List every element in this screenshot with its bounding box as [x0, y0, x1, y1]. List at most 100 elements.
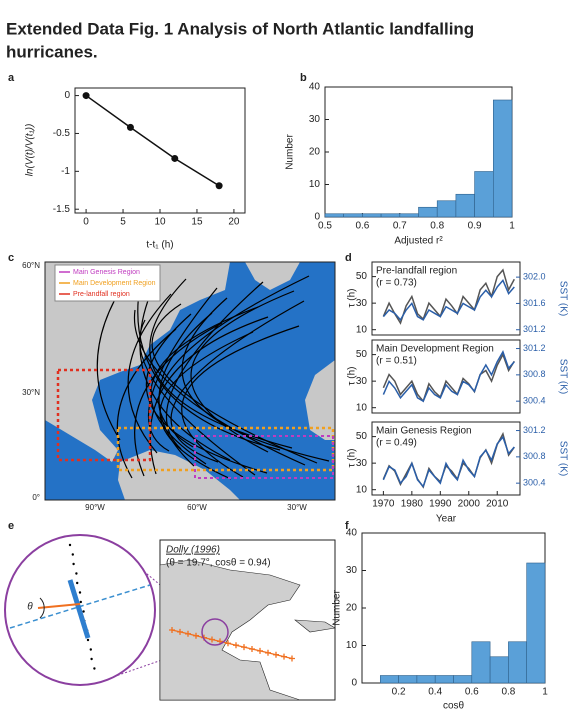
legend-label: Pre-landfall region	[73, 291, 130, 298]
bar	[380, 213, 401, 218]
land	[159, 559, 301, 701]
y-tick-label: 0	[64, 90, 70, 101]
angle-label: θ	[27, 602, 33, 613]
motion-vector	[37, 603, 81, 609]
x-tick-label: 1980	[401, 499, 424, 510]
tracks	[96, 274, 330, 480]
lon-label: 30°W	[287, 503, 307, 512]
panel-letter: c	[8, 252, 14, 264]
y2-tick-label: 301.2	[523, 324, 546, 334]
bar	[399, 213, 419, 218]
bar	[416, 675, 436, 684]
y-tick-label: 0	[314, 212, 320, 223]
y-tick-label: 10	[346, 640, 358, 651]
y-tick-label: 30	[356, 298, 368, 309]
bar	[455, 193, 475, 218]
line	[382, 350, 515, 403]
region-label: Pre-landfall region	[376, 266, 457, 277]
y-tick-label: 40	[346, 528, 358, 539]
bar	[418, 206, 438, 218]
x-tick-label: 2010	[486, 499, 509, 510]
point	[78, 591, 82, 594]
y-tick-label: 20	[346, 603, 358, 614]
point	[68, 543, 72, 547]
x-tick-label: 5	[120, 217, 126, 228]
bar	[453, 675, 473, 684]
point	[90, 657, 93, 661]
plot-frame	[371, 421, 521, 496]
region-label: Main Genesis Region	[376, 426, 472, 437]
bar	[471, 641, 491, 684]
y-tick-label: 10	[309, 179, 321, 190]
y-tick-label: -1.5	[53, 204, 71, 215]
lat-label: 60°N	[22, 261, 40, 270]
track	[137, 284, 281, 451]
point	[75, 572, 78, 575]
point	[126, 123, 134, 131]
x-axis-label: cosθ	[443, 701, 465, 712]
y-axis-label: τ (h)	[347, 289, 358, 308]
lat-label: 0°	[32, 493, 40, 502]
y2-tick-label: 300.8	[523, 451, 546, 461]
x-tick-label: 20	[228, 217, 240, 228]
y-axis-label: τ (h)	[347, 449, 358, 468]
y2-tick-label: 300.4	[523, 478, 546, 488]
title: hurricanes.	[6, 42, 98, 61]
y-tick-label: 50	[356, 271, 368, 282]
inset-title: Dolly (1996)	[166, 545, 220, 556]
y-tick-label: 30	[356, 376, 368, 387]
x-tick-label: 15	[191, 217, 203, 228]
point	[76, 581, 79, 585]
panel-letter: b	[300, 72, 307, 84]
y-tick-label: 10	[356, 484, 368, 495]
bar	[362, 213, 382, 218]
y-tick-label: -1	[61, 166, 70, 177]
x-tick-label: 0.6	[465, 687, 479, 698]
legend	[54, 264, 161, 302]
map	[44, 261, 336, 501]
y2-axis-label: SST (K)	[557, 359, 568, 394]
track	[181, 297, 330, 462]
bar	[398, 675, 418, 684]
angle-arc	[39, 597, 45, 619]
track	[116, 328, 177, 479]
r-label: (r = 0.51)	[376, 356, 417, 367]
y-tick-label: 50	[356, 349, 368, 360]
orientation	[67, 579, 91, 639]
y-tick-label: 10	[356, 324, 368, 335]
y2-tick-label: 301.2	[523, 425, 546, 435]
x-tick-label: 1990	[429, 499, 452, 510]
x-axis-label: Adjusted r²	[394, 236, 443, 247]
y-tick-label: 20	[309, 147, 321, 158]
x-axis-label: Year	[436, 514, 457, 525]
point	[82, 92, 90, 100]
lat-label: 30°N	[22, 388, 40, 397]
x-tick-label: 0.6	[355, 221, 369, 232]
y-tick-label: 0	[351, 678, 357, 689]
x-axis-label: t-t₁ (h)	[146, 240, 173, 251]
line	[382, 268, 515, 325]
y2-axis-label: SST (K)	[557, 441, 568, 476]
track	[151, 303, 318, 464]
track	[170, 300, 305, 463]
bar	[474, 171, 494, 218]
point	[89, 648, 93, 651]
land	[305, 360, 335, 440]
track-line	[171, 629, 293, 660]
frame	[44, 261, 336, 501]
y-tick-label: 10	[356, 402, 368, 413]
x-tick-label: 1	[542, 687, 548, 698]
connector	[109, 644, 206, 679]
track	[149, 278, 293, 449]
legend-label: Main Genesis Region	[73, 269, 140, 276]
point	[72, 562, 75, 566]
line	[382, 352, 515, 403]
bar	[379, 675, 399, 684]
point	[171, 154, 179, 162]
bar	[508, 641, 527, 684]
bar	[343, 213, 363, 218]
land	[245, 262, 300, 290]
track	[127, 293, 172, 454]
x-tick-label: 0.7	[393, 221, 407, 232]
land	[118, 450, 240, 500]
